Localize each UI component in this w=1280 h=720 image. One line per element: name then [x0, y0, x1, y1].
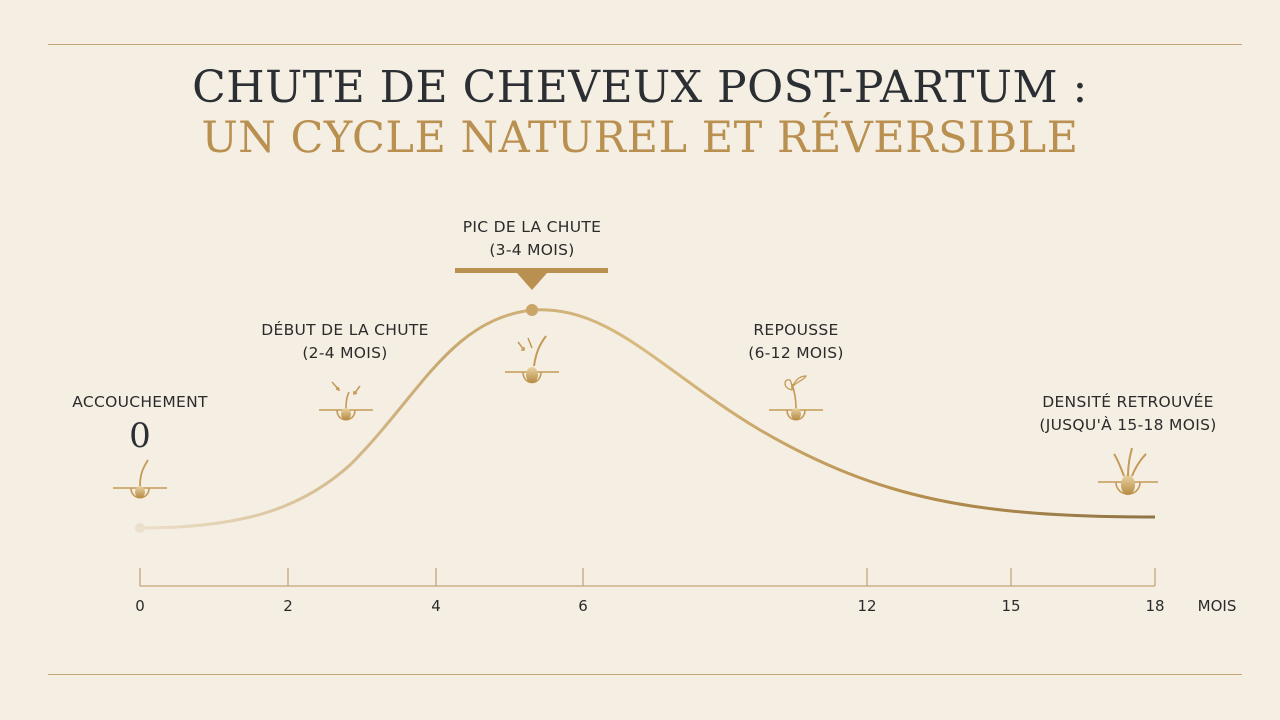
axis-unit: MOIS — [1198, 597, 1237, 615]
label-densite-line1: DENSITÉ RETROUVÉE — [1042, 393, 1214, 411]
peak-point — [526, 304, 538, 316]
density-curve — [139, 308, 1156, 530]
sprout-hair-icon — [769, 375, 823, 421]
start-point — [135, 523, 145, 533]
label-densite-line2: (JUSQU'À 15-18 MOIS) — [1039, 416, 1217, 434]
label-pic: PIC DE LA CHUTE (3-4 MOIS) — [422, 216, 642, 262]
tick-label-4: 4 — [431, 597, 441, 615]
x-axis: 0 2 4 6 12 15 18 MOIS — [135, 568, 1236, 615]
tick-label-6: 6 — [578, 597, 588, 615]
peak-hair-icon — [505, 335, 559, 384]
peak-marker — [455, 268, 608, 290]
thick-hair-icon — [1098, 447, 1158, 495]
label-repousse-line2: (6-12 MOIS) — [748, 344, 844, 362]
tick-label-2: 2 — [283, 597, 293, 615]
label-densite: DENSITÉ RETROUVÉE (JUSQU'À 15-18 MOIS) — [1008, 391, 1248, 437]
tick-label-18: 18 — [1145, 597, 1164, 615]
label-debut-line1: DÉBUT DE LA CHUTE — [261, 321, 429, 339]
tick-label-12: 12 — [857, 597, 876, 615]
label-pic-line1: PIC DE LA CHUTE — [462, 218, 602, 236]
title-line-1: CHUTE DE CHEVEUX POST-PARTUM : — [192, 62, 1088, 113]
falling-hair-icon — [319, 381, 373, 421]
label-accouchement-text: ACCOUCHEMENT — [72, 393, 208, 411]
label-debut-line2: (2-4 MOIS) — [302, 344, 388, 362]
label-accouchement: ACCOUCHEMENT — [40, 391, 240, 414]
label-repousse-line1: REPOUSSE — [753, 321, 839, 339]
title-line-2: UN CYCLE NATUREL ET RÉVERSIBLE — [201, 113, 1079, 163]
label-zero: 0 — [129, 416, 151, 456]
label-debut: DÉBUT DE LA CHUTE (2-4 MOIS) — [235, 319, 455, 365]
hair-follicle-icon — [113, 459, 167, 499]
bottom-divider — [48, 674, 1242, 675]
label-repousse: REPOUSSE (6-12 MOIS) — [696, 319, 896, 365]
tick-label-0: 0 — [135, 597, 145, 615]
top-divider — [48, 44, 1242, 45]
label-pic-line2: (3-4 MOIS) — [489, 241, 575, 259]
tick-label-15: 15 — [1001, 597, 1020, 615]
